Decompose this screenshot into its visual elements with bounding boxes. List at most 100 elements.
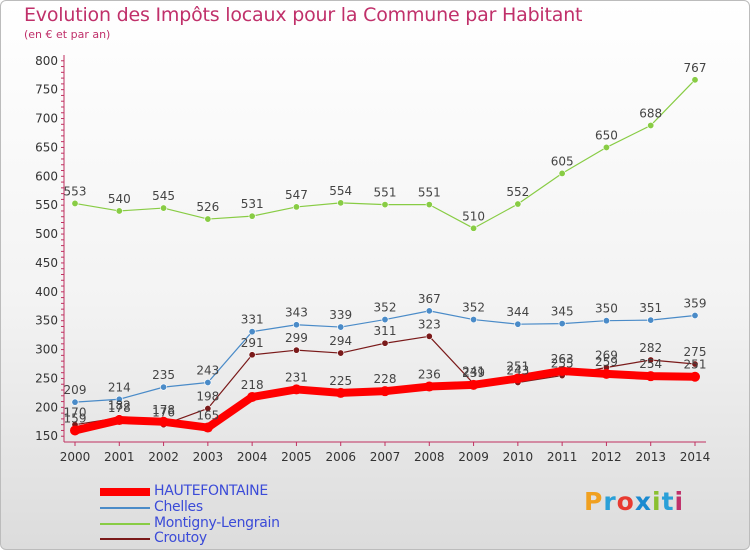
data-point	[160, 204, 168, 212]
x-tick-label: 2013	[635, 450, 666, 464]
y-tick-label: 700	[35, 112, 58, 126]
data-label: 767	[684, 61, 707, 75]
data-point	[160, 383, 168, 391]
data-point	[70, 425, 80, 436]
data-label: 275	[684, 345, 707, 359]
data-label: 351	[639, 301, 662, 315]
data-point	[292, 321, 300, 329]
data-point	[291, 384, 302, 395]
data-label: 554	[329, 184, 352, 198]
data-label: 339	[329, 308, 352, 322]
legend-label: Montigny-Lengrain	[154, 515, 280, 531]
data-point	[425, 332, 433, 340]
data-point	[115, 207, 123, 215]
data-point	[602, 317, 610, 325]
data-label: 551	[418, 186, 441, 200]
data-point	[647, 356, 655, 364]
data-label: 241	[462, 365, 485, 379]
data-point	[337, 349, 345, 357]
data-point	[204, 379, 212, 387]
data-point	[292, 203, 300, 211]
data-label: 343	[285, 306, 308, 320]
logo-letter: x	[634, 487, 652, 516]
logo-letter: t	[661, 487, 675, 516]
y-tick-label: 750	[35, 83, 58, 97]
data-label: 259	[595, 355, 618, 369]
legend-label: Chelles	[154, 499, 203, 515]
data-label: 251	[684, 358, 707, 372]
data-point	[335, 387, 346, 398]
data-point	[204, 404, 212, 412]
data-label: 650	[595, 128, 618, 142]
data-point	[425, 307, 433, 315]
data-point	[247, 391, 258, 402]
data-label: 225	[329, 374, 352, 388]
data-point	[381, 316, 389, 324]
data-label: 269	[595, 348, 618, 362]
data-label: 178	[108, 401, 131, 415]
data-label: 526	[196, 200, 219, 214]
data-label: 243	[506, 364, 529, 378]
logo-letter: i	[652, 487, 662, 516]
data-label: 323	[418, 317, 441, 331]
data-label: 170	[64, 406, 87, 420]
legend-label: Croutoy	[154, 530, 207, 546]
data-point	[558, 169, 566, 177]
data-labels: 553 540 545 526 531 547 554 551 551 510 552 605 650 6…	[64, 61, 707, 426]
x-tick-label: 2010	[503, 450, 534, 464]
x-tick-label: 2014	[680, 450, 711, 464]
data-label: 352	[462, 301, 485, 315]
data-label: 540	[108, 192, 131, 206]
data-label: 545	[152, 189, 175, 203]
data-label: 159	[64, 411, 87, 425]
data-point	[470, 316, 478, 324]
legend-swatch	[100, 538, 150, 540]
data-label: 231	[285, 370, 308, 384]
data-label: 209	[64, 383, 87, 397]
y-tick-label: 450	[35, 256, 58, 270]
x-tick-label: 2002	[148, 450, 179, 464]
x-tick-label: 2012	[591, 450, 622, 464]
data-label: 235	[152, 368, 175, 382]
data-point	[248, 328, 256, 336]
data-label: 165	[196, 409, 219, 423]
data-point	[647, 316, 655, 324]
data-point	[558, 320, 566, 328]
data-point	[71, 199, 79, 207]
data-label: 352	[374, 301, 397, 315]
data-point	[204, 215, 212, 223]
data-label: 553	[64, 184, 87, 198]
data-label: 331	[241, 313, 264, 327]
y-tick-label: 350	[35, 314, 58, 328]
data-label: 218	[241, 378, 264, 392]
y-tick-label: 800	[35, 54, 58, 68]
data-point	[337, 199, 345, 207]
x-tick-label: 2000	[60, 450, 91, 464]
x-tick-label: 2004	[237, 450, 268, 464]
data-label: 255	[551, 357, 574, 371]
data-label: 243	[196, 364, 219, 378]
data-point	[557, 365, 568, 376]
x-tick-label: 2011	[547, 450, 578, 464]
y-tick-label: 500	[35, 227, 58, 241]
data-label: 344	[506, 305, 529, 319]
data-label: 291	[241, 336, 264, 350]
y-tick-label: 300	[35, 343, 58, 357]
y-tick-label: 650	[35, 140, 58, 154]
data-label: 605	[551, 154, 574, 168]
data-label: 350	[595, 302, 618, 316]
data-label: 367	[418, 292, 441, 306]
data-label: 176	[152, 406, 175, 420]
data-point	[380, 386, 390, 397]
data-point	[470, 224, 478, 232]
legend-swatch	[100, 523, 150, 525]
y-tick-label: 550	[35, 198, 58, 212]
data-point	[601, 368, 612, 379]
data-point	[114, 415, 125, 426]
data-point	[248, 351, 256, 359]
data-point	[71, 398, 79, 406]
logo-letter: r	[603, 487, 617, 516]
data-point	[514, 320, 522, 328]
